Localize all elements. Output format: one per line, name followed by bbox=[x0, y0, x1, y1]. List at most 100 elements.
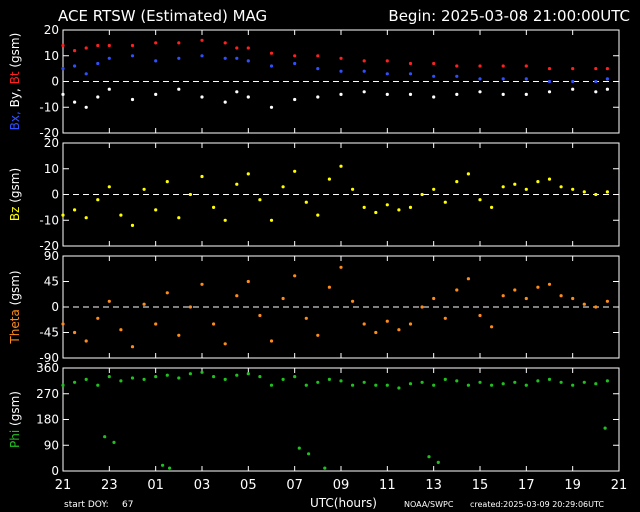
data-point bbox=[455, 64, 459, 68]
data-point bbox=[478, 198, 482, 202]
data-point bbox=[536, 180, 540, 184]
data-point bbox=[374, 330, 378, 335]
data-point bbox=[200, 38, 204, 42]
data-point bbox=[223, 342, 227, 346]
data-point bbox=[524, 64, 528, 68]
data-point bbox=[107, 299, 111, 303]
data-point bbox=[501, 294, 505, 298]
data-point bbox=[501, 77, 505, 81]
panel-theta: -90 -45 0 45 90 Theta (gsm) bbox=[8, 249, 620, 365]
data-point bbox=[235, 373, 239, 377]
data-point bbox=[119, 328, 123, 332]
data-point bbox=[73, 100, 77, 104]
y-tick-label: -10 bbox=[39, 100, 59, 114]
data-point bbox=[362, 90, 366, 94]
data-point bbox=[107, 43, 111, 48]
data-point bbox=[432, 383, 436, 387]
data-point bbox=[235, 46, 239, 50]
data-point bbox=[420, 380, 424, 384]
data-point bbox=[478, 380, 482, 384]
y-tick-label: -20 bbox=[39, 126, 59, 140]
data-point bbox=[547, 177, 552, 181]
data-point bbox=[603, 426, 607, 430]
data-point bbox=[397, 208, 401, 212]
y-axis-label-part: Phi bbox=[8, 430, 22, 448]
data-point bbox=[200, 174, 204, 179]
y-tick-label: -45 bbox=[39, 326, 59, 340]
data-point bbox=[269, 105, 274, 109]
data-point bbox=[165, 291, 169, 295]
data-point bbox=[112, 440, 116, 444]
data-point bbox=[293, 375, 297, 379]
data-point bbox=[96, 43, 100, 48]
data-point bbox=[61, 322, 65, 326]
data-point bbox=[96, 198, 100, 202]
data-point bbox=[559, 380, 563, 384]
y-tick-label: 90 bbox=[44, 249, 59, 263]
data-point bbox=[246, 95, 250, 99]
series-by bbox=[61, 87, 610, 109]
data-point bbox=[304, 316, 308, 320]
data-point bbox=[571, 296, 575, 301]
data-point bbox=[420, 305, 424, 309]
data-point bbox=[84, 72, 88, 76]
y-axis-label-part: (gsm) bbox=[8, 168, 22, 207]
data-point bbox=[73, 330, 77, 335]
data-point bbox=[432, 74, 436, 78]
data-point bbox=[161, 463, 165, 467]
data-point bbox=[223, 56, 227, 60]
data-point bbox=[293, 274, 297, 278]
data-point bbox=[212, 205, 216, 209]
series-phi bbox=[61, 370, 610, 390]
data-point bbox=[536, 379, 540, 383]
data-point bbox=[61, 67, 65, 71]
data-point bbox=[316, 380, 320, 384]
y-tick-label: 0 bbox=[51, 75, 59, 89]
data-point bbox=[605, 67, 610, 71]
data-point bbox=[293, 54, 297, 58]
data-point bbox=[327, 285, 331, 289]
data-point bbox=[408, 92, 413, 96]
y-tick-label: 0 bbox=[51, 188, 59, 202]
data-point bbox=[293, 169, 297, 173]
data-point bbox=[513, 380, 517, 384]
data-point bbox=[513, 182, 517, 186]
data-point bbox=[455, 92, 459, 96]
y-tick-label: 45 bbox=[44, 275, 59, 289]
panel-bz: -20 -10 0 10 20 Bz (gsm) bbox=[8, 136, 620, 253]
data-point bbox=[571, 187, 575, 191]
data-point bbox=[307, 452, 311, 456]
y-tick-label: 10 bbox=[44, 162, 59, 176]
data-point bbox=[84, 105, 88, 109]
data-point bbox=[119, 379, 123, 383]
data-point bbox=[351, 299, 355, 303]
data-point bbox=[478, 313, 482, 318]
data-point bbox=[408, 205, 413, 209]
y-tick-label: 90 bbox=[44, 438, 59, 452]
data-point bbox=[571, 87, 575, 91]
data-point bbox=[154, 92, 158, 96]
source-label: NOAA/SWPC bbox=[404, 500, 454, 509]
series-bz bbox=[61, 164, 610, 227]
x-tick-label: 07 bbox=[286, 478, 303, 493]
chart-title: ACE RTSW (Estimated) MAG bbox=[58, 7, 267, 25]
data-point bbox=[154, 322, 158, 326]
data-point bbox=[490, 205, 494, 209]
data-point bbox=[432, 95, 436, 99]
data-point bbox=[513, 288, 517, 292]
data-point bbox=[432, 187, 436, 191]
data-point bbox=[188, 372, 192, 376]
data-point bbox=[200, 95, 204, 99]
data-point bbox=[582, 190, 586, 194]
data-point bbox=[594, 90, 598, 94]
data-point bbox=[269, 218, 274, 222]
data-point bbox=[385, 59, 389, 63]
data-point bbox=[362, 69, 366, 73]
data-point bbox=[96, 383, 100, 387]
data-point bbox=[96, 61, 100, 66]
data-point bbox=[107, 375, 111, 379]
data-point bbox=[316, 67, 320, 71]
data-point bbox=[408, 72, 413, 76]
data-point bbox=[84, 339, 88, 343]
data-point bbox=[559, 185, 563, 189]
